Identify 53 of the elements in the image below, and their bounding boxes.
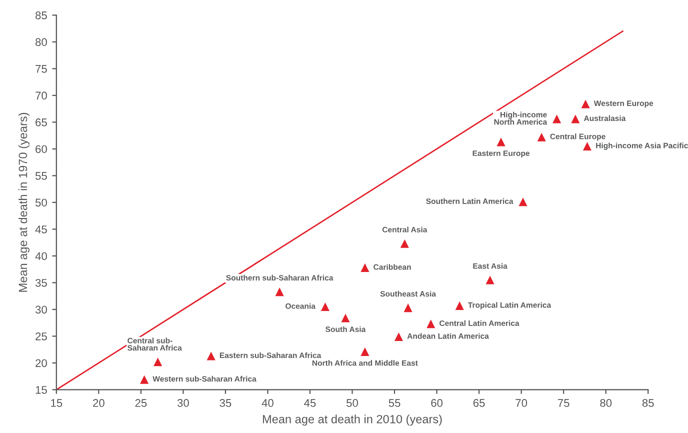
y-tick-label: 30	[35, 306, 47, 314]
x-tick-label: 45	[304, 399, 316, 407]
point	[581, 100, 590, 108]
x-tick-label: 25	[135, 399, 147, 407]
x-tick-label: 85	[642, 399, 654, 407]
y-tick-label: 65	[36, 118, 47, 126]
point	[582, 142, 592, 151]
x-tick-label: 75	[558, 399, 570, 407]
point	[394, 332, 404, 342]
point	[206, 352, 216, 360]
x-tick-label: 70	[516, 399, 528, 407]
y-tick-label: 40	[35, 252, 47, 260]
point	[360, 263, 370, 272]
x-tick-label: 35	[220, 399, 232, 407]
x-tick-label: 60	[431, 399, 443, 407]
x-tick-label: 20	[93, 399, 104, 407]
x-tick-label: 55	[388, 399, 400, 407]
y-tick-label: 35	[35, 278, 47, 287]
point	[496, 138, 506, 146]
x-tick-label: 80	[600, 399, 612, 407]
x-tick-label: 40	[262, 399, 274, 407]
point	[537, 132, 546, 142]
y-axis-title: Mean age at death in 1970 (years)	[18, 112, 30, 292]
y-tick-label: 60	[36, 145, 47, 154]
point	[275, 288, 284, 296]
point	[486, 276, 494, 284]
y-tick-label: 85	[36, 11, 47, 20]
x-tick-label: 65	[473, 399, 485, 407]
x-tick-label: 15	[51, 399, 62, 407]
point	[571, 114, 580, 124]
y-tick-label: 50	[35, 198, 47, 207]
y-tick-label: 80	[36, 38, 47, 46]
y-tick-label: 70	[36, 92, 47, 100]
x-axis-title: Mean age at death in 2010 (years)	[262, 414, 442, 426]
point	[404, 304, 412, 312]
point	[518, 198, 528, 206]
point	[320, 302, 330, 312]
y-tick-label: 15	[36, 386, 47, 394]
point	[154, 358, 162, 366]
x-tick-label: 30	[177, 399, 189, 407]
point	[426, 320, 436, 328]
point	[360, 347, 370, 356]
x-tick-label: 50	[346, 399, 358, 407]
point	[341, 314, 350, 322]
y-tick-label: 75	[36, 65, 47, 73]
y-tick-label: 55	[35, 172, 47, 180]
y-tick-label: 20	[36, 359, 47, 368]
point	[400, 239, 409, 248]
point	[140, 375, 149, 384]
point	[552, 114, 562, 124]
y-tick-label: 25	[36, 332, 47, 340]
y-tick-label: 45	[35, 226, 47, 234]
point	[455, 301, 464, 310]
